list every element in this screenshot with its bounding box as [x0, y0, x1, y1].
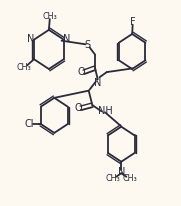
Text: F: F — [130, 17, 136, 27]
Text: N: N — [27, 34, 34, 44]
Text: CH₃: CH₃ — [123, 174, 137, 183]
Text: CH₃: CH₃ — [105, 174, 120, 183]
Text: O: O — [74, 103, 82, 113]
Text: CH₃: CH₃ — [17, 63, 31, 72]
Text: S: S — [85, 40, 91, 50]
Text: N: N — [118, 167, 125, 177]
Text: N: N — [94, 78, 101, 88]
Text: Cl: Cl — [24, 119, 34, 129]
Text: CH₃: CH₃ — [42, 12, 57, 21]
Text: O: O — [77, 67, 85, 77]
Text: NH: NH — [98, 106, 113, 116]
Text: N: N — [63, 34, 71, 44]
